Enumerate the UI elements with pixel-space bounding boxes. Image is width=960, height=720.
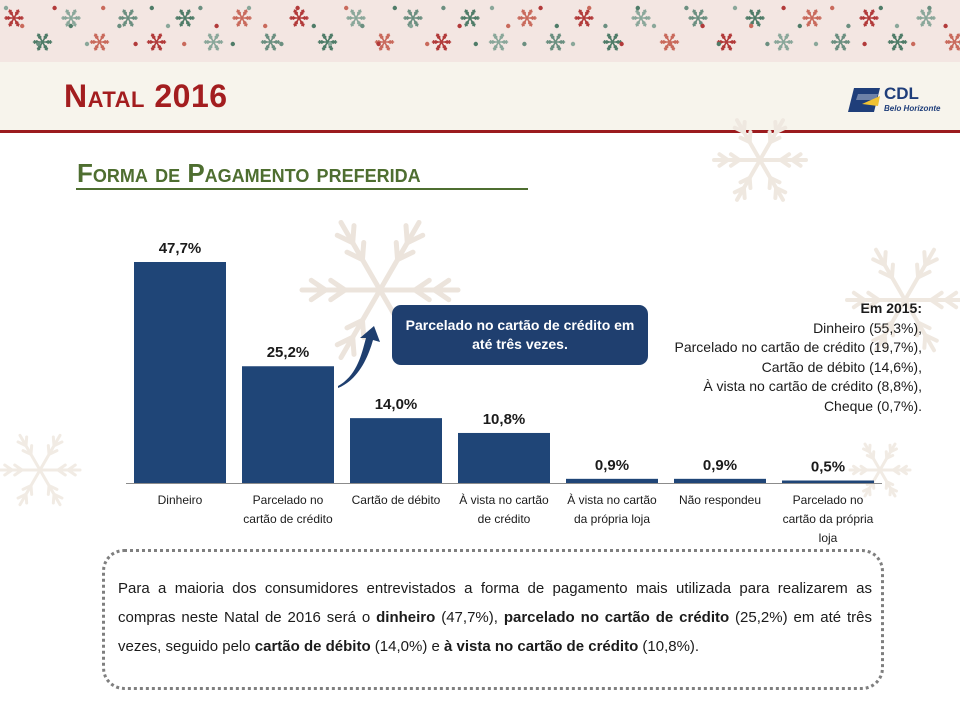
bar	[458, 432, 550, 483]
summary-highlight: parcelado no cartão de crédito	[503, 609, 730, 626]
category-label-line: À vista no cartão	[567, 493, 657, 507]
category-label-line: Parcelado no	[792, 493, 864, 507]
category-label-line: cartão de crédito	[243, 512, 333, 526]
note-2015: Em 2015: Dinheiro (55,3%), Parcelado no …	[640, 299, 922, 416]
logo-subtext: Belo Horizonte	[884, 104, 941, 113]
summary-text: Para a maioria dos consumidores entrevis…	[118, 574, 872, 661]
category-label: Parcelado no cartão da própria loja	[776, 491, 880, 548]
bar	[350, 418, 442, 483]
payment-bar-chart: 47,7% 25,2% 14,0% 10,8% 0,9% 0,9% 0,5%	[0, 118, 960, 507]
bar	[782, 480, 874, 483]
note-2015-title: Em 2015:	[860, 300, 922, 316]
category-label: À vista no cartão de crédito	[452, 491, 556, 529]
summary-part: (14,0%) e	[370, 638, 444, 655]
bar	[134, 262, 226, 483]
category-label-line: cartão da própria	[782, 512, 874, 526]
bar	[242, 366, 334, 483]
christmas-pattern	[3, 5, 960, 51]
note-2015-line: À vista no cartão de crédito (8,8%),	[703, 378, 922, 394]
category-label-line: Dinheiro	[157, 493, 203, 507]
summary-part: (47,7%),	[435, 609, 504, 626]
note-2015-line: Cheque (0,7%).	[823, 397, 922, 414]
summary-part: Para a maioria dos consumidores entrevis…	[118, 580, 872, 626]
bar-data-label: 0,9%	[595, 457, 629, 474]
category-label: Cartão de débito	[344, 491, 448, 510]
page-title: Natal 2016	[64, 78, 228, 114]
category-label-line: da própria loja	[573, 512, 651, 526]
summary-highlight: à vista no cartão de crédito	[444, 638, 639, 655]
bar	[566, 478, 658, 483]
cdl-logo: CDL Belo Horizonte	[848, 84, 948, 118]
snowflake-decoration	[0, 118, 960, 507]
bar-data-label: 10,8%	[483, 411, 526, 428]
bar-data-label: 0,5%	[811, 459, 845, 476]
category-label-line: Cartão de débito	[351, 493, 441, 507]
category-label-line: loja	[818, 531, 838, 545]
callout-arrow-icon	[338, 326, 380, 388]
note-2015-line: Dinheiro (55,3%),	[813, 319, 922, 336]
summary-part: (10,8%).	[638, 638, 700, 655]
note-2015-line: Parcelado no cartão de crédito (19,7%),	[674, 339, 922, 355]
bar-data-label: 25,2%	[267, 344, 310, 361]
summary-highlight: cartão de débito	[254, 638, 371, 655]
bar	[674, 478, 766, 483]
category-label: Dinheiro	[128, 491, 232, 510]
category-label-line: À vista no cartão	[459, 493, 549, 507]
category-label-line: de crédito	[477, 512, 531, 526]
category-label: Parcelado no cartão de crédito	[236, 491, 340, 529]
logo-text: CDL	[884, 84, 919, 103]
category-label-line: Parcelado no	[252, 493, 324, 507]
header-bar	[0, 62, 960, 133]
bar-data-label: 0,9%	[703, 457, 737, 474]
section-subtitle: Forma de Pagamento preferida	[77, 158, 421, 188]
callout-box: Parcelado no cartão de crédito em até tr…	[392, 305, 648, 365]
category-label-line: Não respondeu	[678, 493, 762, 507]
christmas-banner	[0, 0, 960, 62]
summary-part: (25,2%) em até três vezes, seguido pelo	[118, 609, 872, 655]
summary-highlight: dinheiro	[376, 609, 436, 626]
summary-box	[102, 549, 884, 690]
note-2015-line: Cartão de débito (14,6%),	[761, 358, 922, 375]
category-label: À vista no cartão da própria loja	[560, 491, 664, 529]
bar-data-label: 14,0%	[375, 396, 418, 413]
cdl-logo-mark-icon	[848, 88, 880, 112]
bar-data-label: 47,7%	[159, 240, 202, 257]
category-label: Não respondeu	[668, 491, 772, 510]
callout-text: Parcelado no cartão de crédito em até tr…	[405, 317, 635, 352]
subtitle-underline	[76, 188, 528, 190]
